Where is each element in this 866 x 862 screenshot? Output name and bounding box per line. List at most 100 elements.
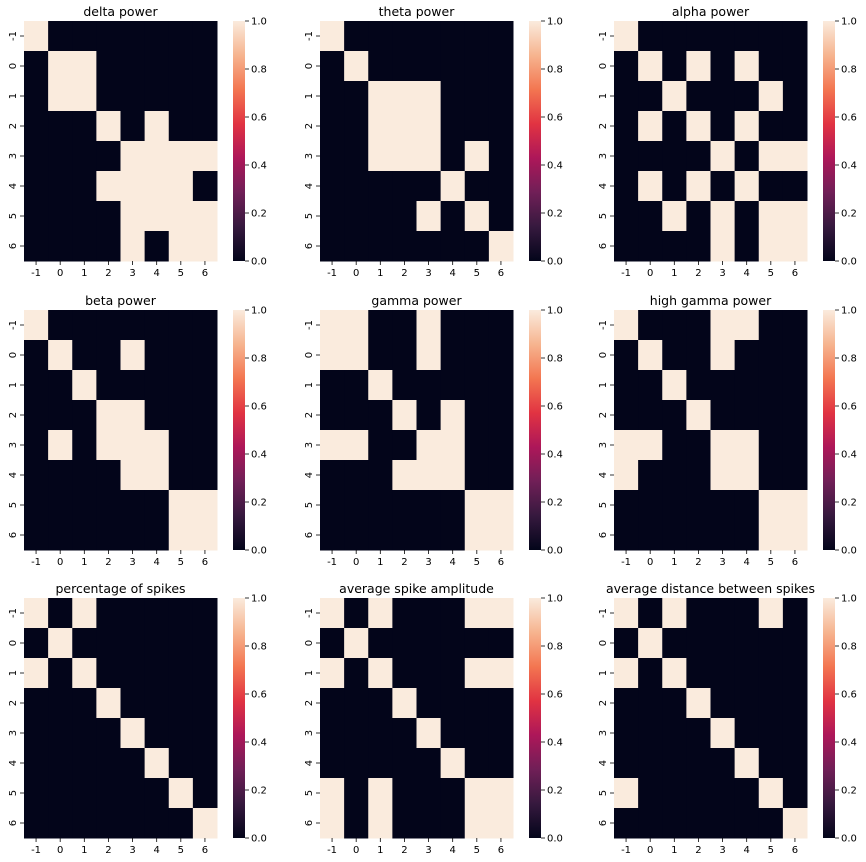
- heatmap-cell: [48, 51, 73, 82]
- heatmap-cell: [734, 51, 760, 82]
- heatmap-cell: [96, 430, 121, 461]
- heatmap-cell: [48, 520, 73, 551]
- heatmap-cell: [686, 490, 711, 521]
- heatmap-cell: [392, 808, 417, 839]
- heatmap-cell: [686, 628, 711, 659]
- y-tick-label: -1: [304, 320, 315, 330]
- heatmap-cell: [734, 400, 760, 431]
- heatmap-cell: [638, 778, 663, 809]
- heatmap-cell: [710, 748, 736, 779]
- heatmap-cell: [344, 808, 369, 839]
- heatmap-cell: [416, 340, 442, 371]
- heatmap-cell: [758, 21, 784, 52]
- heatmap-cell: [392, 598, 417, 629]
- heatmap-cell: [662, 81, 687, 112]
- heatmap-cell: [614, 51, 639, 82]
- heatmap-cell: [440, 658, 466, 689]
- heatmap-cell: [72, 310, 97, 341]
- y-tick-label: 5: [304, 790, 315, 796]
- heatmap-cell: [758, 400, 784, 431]
- heatmap-cell: [416, 141, 442, 172]
- heatmap-cell: [168, 688, 194, 719]
- heatmap-cell: [24, 430, 49, 461]
- heatmap-cell: [72, 21, 97, 52]
- x-tick-label: 5: [178, 268, 184, 279]
- heatmap-cell: [48, 598, 73, 629]
- heatmap-cell: [488, 520, 514, 551]
- heatmap-cell: [168, 460, 194, 491]
- heatmap-cell: [488, 21, 514, 52]
- x-tick-label: 6: [792, 268, 798, 279]
- heatmap-cell: [782, 490, 808, 521]
- colorbar: [529, 21, 541, 261]
- heatmap-cell: [320, 748, 345, 779]
- x-tick-label: 6: [498, 557, 504, 568]
- heatmap-cell: [72, 400, 97, 431]
- colorbar-tick-label: 0.0: [547, 546, 563, 557]
- heatmap-cell: [488, 430, 514, 461]
- colorbar: [529, 310, 541, 550]
- heatmap-cell: [638, 141, 663, 172]
- heatmap-cell: [782, 778, 808, 809]
- heatmap-cell: [368, 370, 393, 401]
- heatmap-cell: [782, 520, 808, 551]
- heatmap-cell: [72, 231, 97, 262]
- x-tick-label: 3: [129, 845, 135, 856]
- heatmap-cell: [48, 171, 73, 202]
- x-tick-label: 1: [671, 268, 677, 279]
- heatmap-cell: [320, 628, 345, 659]
- heatmap-cell: [344, 688, 369, 719]
- heatmap-cell: [96, 21, 121, 52]
- heatmap-cell: [686, 21, 711, 52]
- heatmap-cell: [464, 370, 490, 401]
- heatmap-cell: [168, 490, 194, 521]
- heatmap-cell: [48, 658, 73, 689]
- heatmap-cell: [734, 658, 760, 689]
- heatmap-cell: [488, 628, 514, 659]
- heatmap-cell: [416, 400, 442, 431]
- heatmap-cell: [72, 81, 97, 112]
- heatmap-cell: [368, 51, 393, 82]
- heatmap-cell: [72, 460, 97, 491]
- heatmap-cell: [120, 658, 146, 689]
- heatmap-cell: [392, 51, 417, 82]
- heatmap-cell: [144, 430, 170, 461]
- heatmap-cell: [72, 658, 97, 689]
- panel-title: percentage of spikes: [55, 581, 185, 596]
- y-tick-label: -1: [8, 320, 19, 330]
- heatmap-cell: [782, 141, 808, 172]
- heatmap-cell: [368, 430, 393, 461]
- x-tick-label: 6: [202, 557, 208, 568]
- heatmap-cell: [440, 748, 466, 779]
- heatmap-cell: [144, 111, 170, 142]
- heatmap-cell: [464, 400, 490, 431]
- heatmap-cell: [464, 111, 490, 142]
- x-tick-label: 2: [105, 268, 111, 279]
- y-tick-label: 1: [598, 382, 609, 388]
- heatmap-cell: [24, 688, 49, 719]
- heatmap-cell: [416, 718, 442, 749]
- heatmap-cell: [144, 460, 170, 491]
- heatmap-cell: [392, 81, 417, 112]
- heatmap-cell: [638, 21, 663, 52]
- heatmap-cell: [614, 21, 639, 52]
- heatmap-cell: [464, 778, 490, 809]
- x-tick-label: -1: [31, 557, 41, 568]
- heatmap-cell: [758, 460, 784, 491]
- heatmap-cell: [782, 201, 808, 232]
- heatmap-cell: [72, 141, 97, 172]
- heatmap-cell: [416, 490, 442, 521]
- heatmap-cell: [638, 598, 663, 629]
- heatmap-cell: [24, 400, 49, 431]
- heatmap-cell: [168, 340, 194, 371]
- heatmap-cell: [734, 310, 760, 341]
- y-tick-label: 2: [8, 700, 19, 706]
- heatmap-cell: [440, 718, 466, 749]
- heatmap-cell: [488, 231, 514, 262]
- heatmap-cell: [48, 808, 73, 839]
- heatmap-cell: [638, 490, 663, 521]
- y-tick-label: 3: [598, 153, 609, 159]
- heatmap-cell: [48, 628, 73, 659]
- y-tick-label: 4: [8, 472, 19, 478]
- heatmap-cell: [168, 370, 194, 401]
